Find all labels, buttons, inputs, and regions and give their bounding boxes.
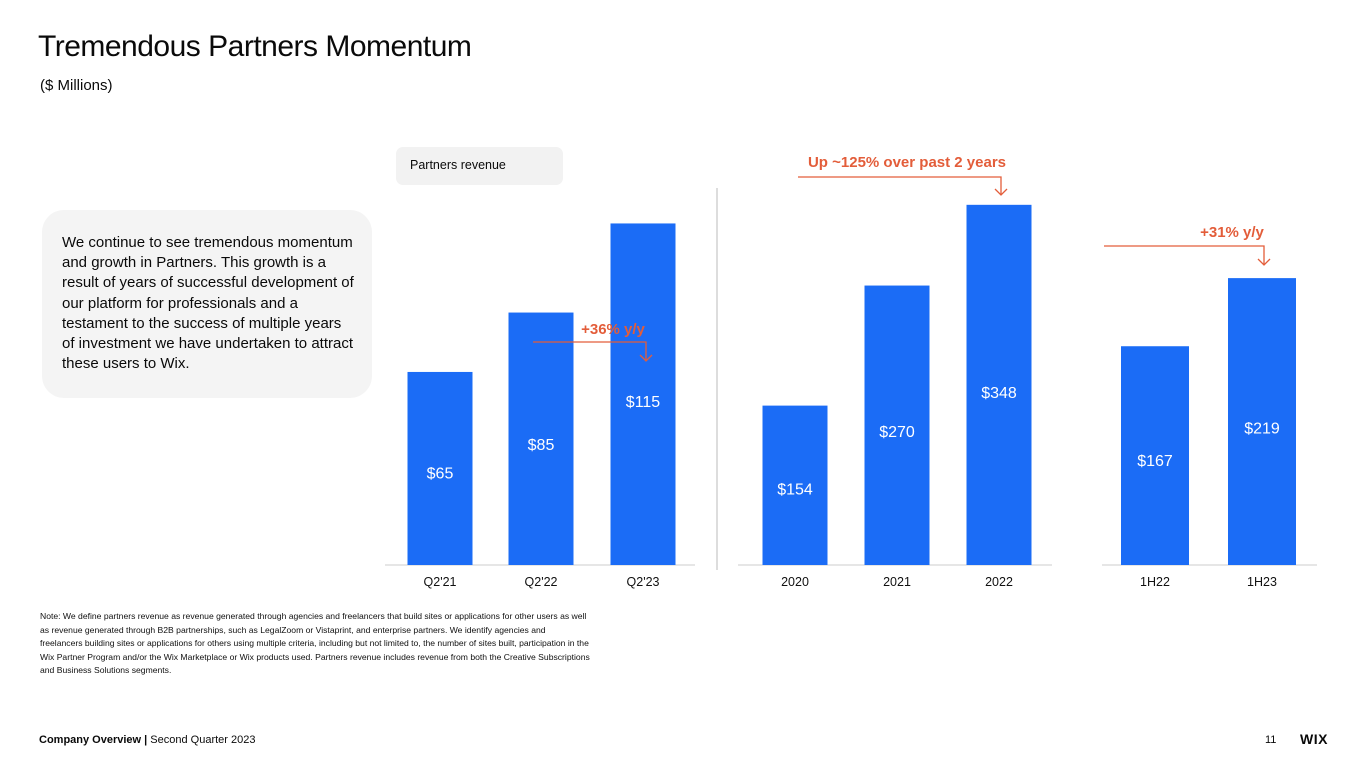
bar-1H23: [1228, 278, 1296, 565]
data-label-2021: $270: [879, 424, 915, 441]
footer-separator: |: [144, 734, 148, 746]
down-arrow-icon: [994, 188, 1008, 196]
data-label-1H22: $167: [1137, 453, 1173, 470]
page-number: 11: [1265, 734, 1277, 746]
footer-section: Company Overview: [39, 734, 142, 746]
data-label-2022: $348: [981, 385, 1017, 402]
category-label-Q2'22: Q2'22: [525, 575, 558, 589]
data-label-Q2'22: $85: [528, 437, 555, 454]
down-arrow-icon: [639, 354, 653, 362]
legend-label: Partners revenue: [410, 158, 506, 172]
growth-annotation: Up ~125% over past 2 years: [808, 154, 1006, 171]
growth-arrow-line: [533, 341, 647, 361]
legend: Partners revenue: [396, 147, 563, 185]
data-label-Q2'21: $65: [427, 465, 454, 482]
footnote: Note: We define partners revenue as reve…: [40, 611, 590, 675]
data-label-Q2'23: $115: [626, 394, 661, 411]
category-label-1H22: 1H22: [1140, 575, 1170, 589]
bar-Q2'23: [610, 223, 676, 565]
footer: Company Overview | Second Quarter 2023: [39, 734, 255, 746]
footer-period: Second Quarter 2023: [150, 734, 256, 746]
bar-2020: [762, 405, 828, 565]
category-label-2022: 2022: [985, 575, 1013, 589]
wix-logo: WIX: [1300, 731, 1328, 747]
bar-1H22: [1121, 346, 1189, 565]
bar-2021: [864, 285, 930, 565]
growth-arrow-line: [798, 176, 1002, 195]
page-subtitle: ($ Millions): [40, 77, 113, 94]
bar-2022: [966, 204, 1032, 565]
page-title: Tremendous Partners Momentum: [38, 30, 472, 63]
data-label-2020: $154: [777, 481, 813, 498]
down-arrow-icon: [1257, 258, 1271, 266]
category-label-Q2'21: Q2'21: [424, 575, 457, 589]
data-label-1H23: $219: [1244, 420, 1280, 437]
category-label-2021: 2021: [883, 575, 911, 589]
growth-annotation: +36% y/y: [581, 321, 645, 338]
category-label-Q2'23: Q2'23: [627, 575, 660, 589]
category-label-2020: 2020: [781, 575, 809, 589]
bar-Q2'22: [508, 312, 574, 565]
growth-arrow-line: [1104, 245, 1265, 265]
bar-Q2'21: [407, 371, 473, 565]
growth-annotation: +31% y/y: [1200, 224, 1264, 241]
callout-box: We continue to see tremendous momentum a…: [42, 210, 372, 398]
category-label-1H23: 1H23: [1247, 575, 1277, 589]
callout-text: We continue to see tremendous momentum a…: [62, 234, 354, 373]
